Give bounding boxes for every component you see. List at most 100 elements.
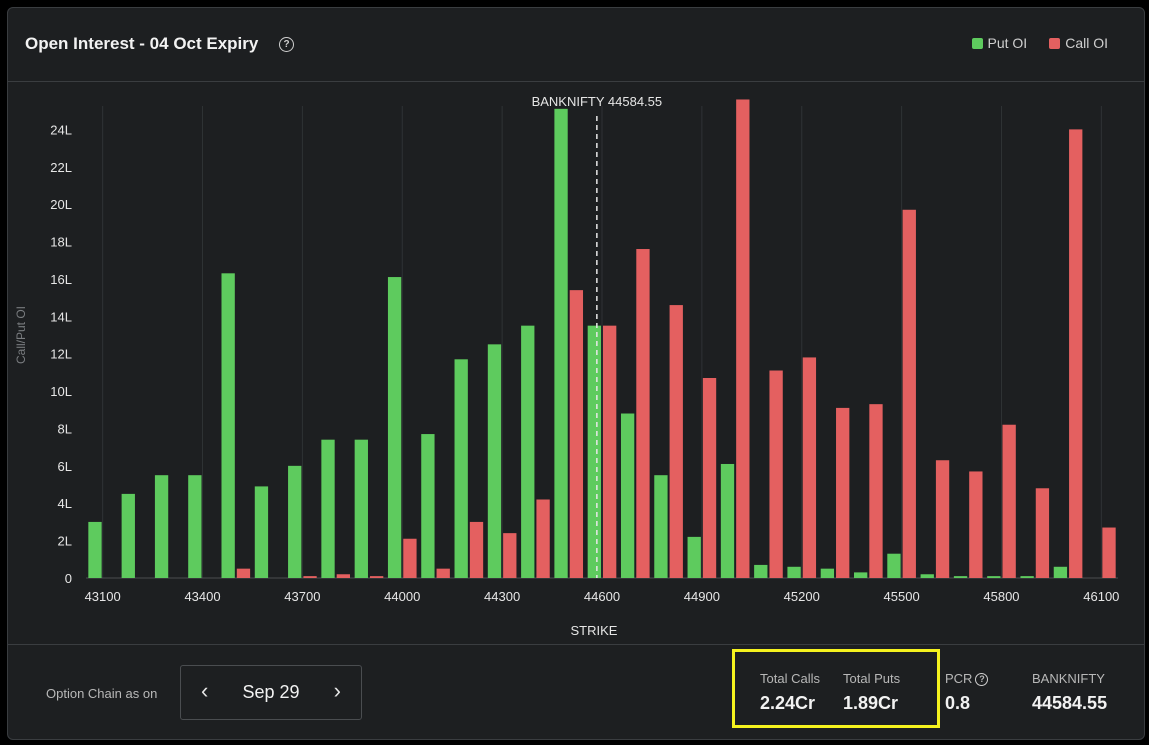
spot-label: BANKNIFTY 44584.55 [532, 94, 663, 109]
legend: Put OI Call OI [971, 35, 1108, 51]
legend-call-oi-label: Call OI [1065, 35, 1108, 51]
date-picker: ‹ Sep 29 › [180, 665, 362, 720]
put-oi-bar [654, 475, 668, 578]
put-oi-bar [620, 413, 635, 578]
y-tick-label: 12L [50, 347, 72, 362]
y-axis-title: Call/Put OI [14, 306, 28, 364]
call-oi-bar [403, 538, 417, 578]
put-oi-bar [88, 521, 102, 578]
call-oi-bar [603, 325, 617, 578]
call-oi-bar [769, 370, 783, 578]
x-tick-label: 45200 [784, 589, 820, 604]
x-tick-label: 45500 [884, 589, 920, 604]
put-oi-bar [487, 344, 502, 578]
legend-put-oi[interactable]: Put OI [971, 35, 1028, 51]
total-calls-stat: Total Calls 2.24Cr [760, 671, 820, 714]
total-puts-stat: Total Puts 1.89Cr [843, 671, 900, 714]
x-tick-label: 45800 [983, 589, 1019, 604]
y-axis: 0 2L 4L 6L 8L 10L 12L 14L 16L 18L 20L 22L 24L [50, 122, 72, 586]
pcr-label: PCR [945, 671, 973, 686]
call-oi-bar [736, 99, 750, 578]
call-oi-bar [836, 407, 850, 578]
x-axis-title: STRIKE [571, 623, 618, 638]
put-oi-bar [1020, 576, 1034, 578]
call-oi-bar [1102, 527, 1116, 578]
put-oi-swatch [971, 37, 983, 49]
call-oi-bar [369, 576, 384, 578]
call-oi-bar [469, 521, 484, 578]
x-tick-label: 43700 [284, 589, 320, 604]
put-oi-bar [554, 108, 568, 579]
help-icon[interactable]: ? [279, 37, 294, 52]
y-tick-label: 14L [50, 309, 72, 324]
total-calls-value: 2.24Cr [760, 693, 816, 713]
put-oi-bar [387, 277, 402, 578]
y-tick-label: 16L [50, 272, 72, 287]
banknifty-label: BANKNIFTY [1032, 671, 1105, 686]
put-oi-bar [188, 475, 202, 578]
grid [86, 106, 1118, 579]
card-header: Open Interest - 04 Oct Expiry ? Put OI C… [8, 8, 1144, 82]
x-tick-label: 44300 [484, 589, 520, 604]
chevron-left-icon[interactable]: ‹ [201, 678, 209, 703]
call-oi-bar [436, 568, 450, 578]
put-oi-bar [154, 475, 169, 578]
put-oi-bar [887, 553, 901, 578]
y-tick-label: 4L [58, 496, 72, 511]
y-tick-label: 20L [50, 197, 72, 212]
call-oi-bar [902, 209, 916, 578]
put-oi-bar [321, 439, 335, 578]
pcr-value: 0.8 [945, 693, 971, 714]
put-oi-bar [221, 273, 235, 578]
total-puts-label: Total Puts [843, 671, 901, 686]
footer: Option Chain as on ‹ Sep 29 › Total Call… [8, 644, 1144, 741]
banknifty-stat: BANKNIFTY 44584.55 [1032, 671, 1107, 714]
x-tick-label: 43400 [184, 589, 220, 604]
option-chain-label: Option Chain as on [46, 686, 158, 701]
put-oi-bar [987, 576, 1001, 578]
call-oi-bar [1002, 424, 1016, 578]
call-oi-bar [969, 471, 983, 578]
total-calls-label: Total Calls [760, 671, 820, 686]
put-oi-bar [953, 576, 968, 578]
call-oi-bar [636, 249, 650, 578]
bars [88, 99, 1116, 579]
put-oi-bar [787, 566, 801, 578]
call-oi-swatch [1049, 37, 1061, 49]
put-oi-bar [254, 486, 269, 578]
total-puts-value: 1.89Cr [843, 693, 899, 713]
put-oi-bar [854, 572, 868, 578]
put-oi-bar [687, 536, 701, 578]
call-oi-bar [503, 533, 517, 578]
pcr-help-icon[interactable]: ? [975, 673, 989, 687]
x-tick-label: 44000 [384, 589, 420, 604]
chevron-right-icon[interactable]: › [333, 678, 341, 703]
selected-date: Sep 29 [242, 682, 300, 702]
call-oi-bar [303, 576, 317, 578]
call-oi-bar [1069, 129, 1083, 578]
open-interest-card: Open Interest - 04 Oct Expiry ? Put OI C… [7, 7, 1145, 740]
banknifty-value: 44584.55 [1032, 693, 1108, 713]
x-tick-label: 43100 [85, 589, 121, 604]
call-oi-bar [702, 377, 717, 578]
x-tick-label: 46100 [1083, 589, 1119, 604]
call-oi-bar [569, 290, 584, 578]
pcr-stat: PCR? 0.8 [945, 671, 989, 714]
put-oi-bar [421, 434, 435, 578]
call-oi-bar [236, 568, 251, 578]
legend-put-oi-label: Put OI [987, 35, 1028, 51]
call-oi-bar [935, 460, 950, 578]
put-oi-bar [354, 439, 368, 578]
put-oi-bar [1053, 566, 1068, 578]
call-oi-bar [669, 305, 683, 578]
call-oi-bar [536, 499, 550, 578]
y-tick-label: 8L [58, 421, 72, 436]
call-oi-bar [1035, 488, 1050, 578]
put-oi-bar [754, 564, 768, 578]
x-tick-label: 44600 [584, 589, 620, 604]
call-oi-bar [336, 574, 350, 578]
x-axis: 43100 43400 43700 44000 44300 44600 44900 45200… [85, 589, 1120, 604]
legend-call-oi[interactable]: Call OI [1049, 35, 1108, 51]
call-oi-bar [869, 404, 883, 578]
